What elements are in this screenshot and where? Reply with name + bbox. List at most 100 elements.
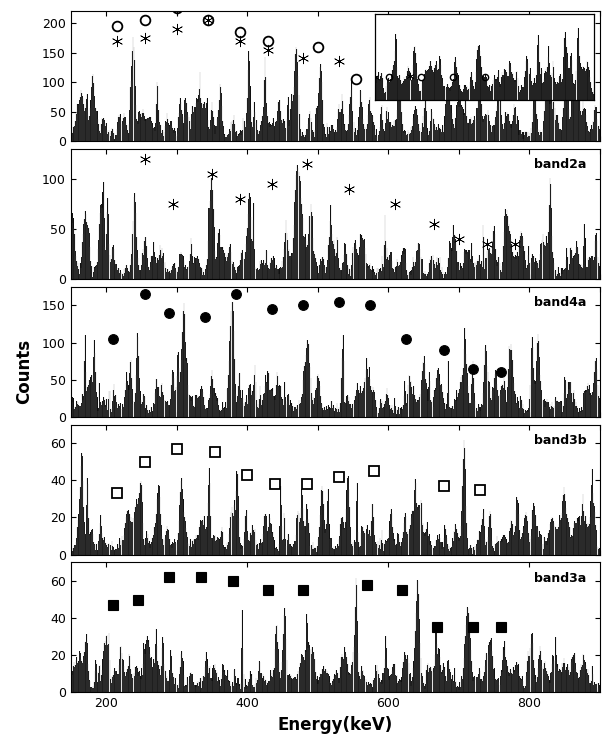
Bar bbox=[76, 538, 77, 554]
Bar bbox=[588, 523, 589, 554]
Bar bbox=[560, 129, 561, 141]
Bar bbox=[470, 649, 471, 692]
Bar bbox=[141, 403, 142, 417]
Bar bbox=[304, 137, 305, 141]
Bar bbox=[175, 268, 176, 279]
Bar bbox=[478, 674, 479, 692]
Bar bbox=[583, 407, 584, 417]
Bar bbox=[180, 492, 181, 554]
Bar bbox=[448, 81, 449, 141]
Bar bbox=[278, 102, 279, 141]
Bar bbox=[537, 343, 538, 417]
Bar bbox=[323, 410, 324, 417]
Bar bbox=[93, 273, 94, 279]
Bar bbox=[340, 270, 341, 279]
Bar bbox=[183, 117, 184, 141]
Bar bbox=[575, 523, 576, 554]
Bar bbox=[522, 533, 523, 554]
Bar bbox=[519, 130, 520, 141]
Bar bbox=[472, 672, 473, 692]
Bar bbox=[84, 361, 85, 417]
Bar bbox=[418, 243, 419, 279]
Bar bbox=[171, 385, 172, 417]
Bar bbox=[248, 51, 249, 141]
Bar bbox=[389, 405, 390, 417]
Bar bbox=[124, 397, 125, 417]
Bar bbox=[285, 398, 286, 417]
Bar bbox=[472, 123, 473, 141]
Bar bbox=[394, 539, 395, 554]
Bar bbox=[316, 552, 317, 554]
Bar bbox=[118, 117, 119, 141]
Bar bbox=[291, 255, 292, 279]
Bar bbox=[289, 120, 290, 141]
Bar bbox=[366, 529, 367, 554]
Bar bbox=[230, 244, 231, 279]
Bar bbox=[487, 653, 488, 692]
Bar bbox=[242, 250, 243, 279]
Bar bbox=[505, 536, 506, 554]
Bar bbox=[469, 250, 470, 279]
Bar bbox=[314, 254, 315, 279]
Bar bbox=[136, 505, 137, 554]
Bar bbox=[143, 539, 144, 554]
Bar bbox=[541, 132, 542, 141]
Bar bbox=[86, 504, 87, 554]
Bar bbox=[158, 664, 159, 692]
Bar bbox=[552, 252, 553, 279]
Bar bbox=[363, 531, 364, 554]
Bar bbox=[181, 253, 182, 279]
Bar bbox=[494, 374, 495, 417]
Bar bbox=[581, 407, 582, 417]
Bar bbox=[190, 673, 191, 692]
Bar bbox=[599, 266, 600, 279]
Bar bbox=[487, 541, 488, 554]
Bar bbox=[129, 514, 130, 554]
Bar bbox=[392, 125, 393, 141]
Bar bbox=[475, 410, 476, 417]
Bar bbox=[214, 227, 215, 279]
Bar bbox=[573, 655, 574, 692]
Bar bbox=[540, 646, 541, 692]
Bar bbox=[176, 543, 177, 554]
Bar bbox=[415, 106, 416, 141]
Bar bbox=[133, 519, 134, 554]
Bar bbox=[506, 117, 507, 141]
Bar bbox=[486, 258, 487, 279]
Bar bbox=[365, 533, 366, 554]
Bar bbox=[500, 94, 501, 141]
Bar bbox=[572, 77, 573, 141]
Bar bbox=[77, 403, 79, 417]
Bar bbox=[438, 368, 439, 417]
Bar bbox=[238, 266, 239, 279]
Bar bbox=[463, 369, 464, 417]
Bar bbox=[395, 120, 396, 141]
Bar bbox=[424, 274, 425, 279]
Bar bbox=[123, 407, 124, 417]
Bar bbox=[125, 265, 127, 279]
Bar bbox=[208, 400, 209, 417]
Bar bbox=[545, 406, 546, 417]
Bar bbox=[469, 403, 470, 417]
Bar bbox=[119, 273, 120, 279]
Bar bbox=[476, 408, 477, 417]
Bar bbox=[493, 548, 494, 554]
Bar bbox=[533, 503, 534, 554]
Bar bbox=[533, 98, 534, 141]
Bar bbox=[196, 258, 197, 279]
Bar bbox=[298, 400, 299, 417]
Bar bbox=[348, 274, 349, 279]
Bar bbox=[593, 260, 594, 279]
Bar bbox=[433, 260, 434, 279]
Bar bbox=[586, 524, 587, 554]
Bar bbox=[362, 107, 363, 141]
Bar bbox=[435, 546, 436, 554]
Bar bbox=[83, 481, 84, 554]
Bar bbox=[340, 403, 341, 417]
Bar bbox=[525, 686, 526, 692]
Bar bbox=[96, 663, 97, 692]
Bar bbox=[79, 651, 80, 692]
Bar bbox=[225, 137, 226, 141]
Bar bbox=[129, 656, 130, 692]
Bar bbox=[490, 640, 491, 692]
